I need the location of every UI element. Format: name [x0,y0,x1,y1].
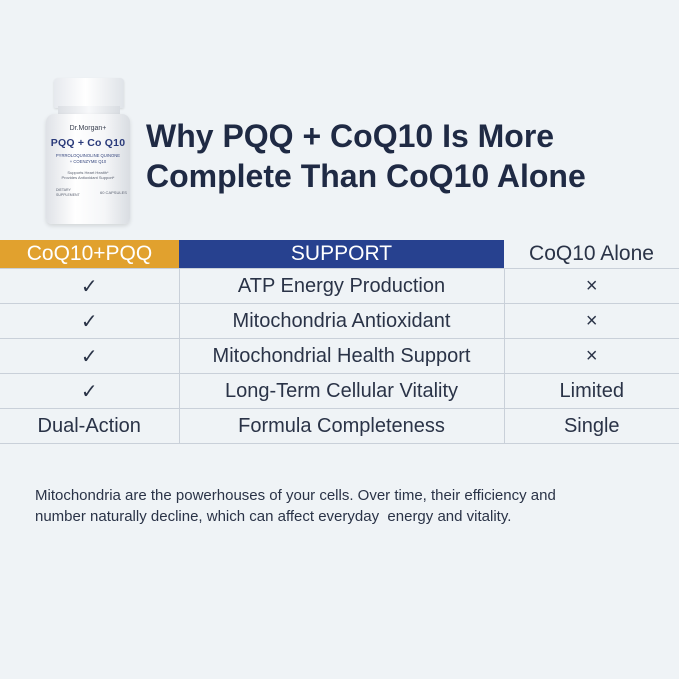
bottle-cap [54,78,124,108]
bottle-count: 60 CAPSULES [100,190,127,195]
table-header-row: CoQ10+PQQ SUPPORT CoQ10 Alone [0,240,679,269]
support-cell: Long-Term Cellular Vitality [178,373,505,409]
footnote-text: Mitochondria are the powerhouses of your… [35,487,556,525]
bottle-brand: Dr.Morgan+ [69,125,107,132]
bottle-subtitle-2: + COENZYME Q10 [69,159,107,164]
alone-cell: × [503,268,679,304]
title-line-1: Why PQQ + CoQ10 Is More [146,118,555,154]
bottle-diet-1: DIETARY [56,188,71,192]
bottle-label [46,114,130,224]
support-cell: Mitochondrial Health Support [178,338,505,374]
title-line-2: Complete Than CoQ10 Alone [146,158,586,194]
table-row: ✓ Mitochondria Antioxidant × [0,303,679,339]
alone-cell: × [503,338,679,374]
header-coq10-alone: CoQ10 Alone [504,240,679,269]
table-row: Dual-Action Formula Completeness Single [0,408,679,444]
support-cell: Mitochondria Antioxidant [178,303,505,339]
support-cell: Formula Completeness [178,408,505,444]
bottle-diet-2: SUPPLEMENT [56,193,80,197]
header-support: SUPPORT [179,240,504,269]
header-coq10-pqq: CoQ10+PQQ [0,240,179,269]
combo-cell: Dual-Action [0,408,180,444]
alone-cell: Limited [503,373,679,409]
combo-cell: ✓ [0,373,180,409]
bottle-claim-2: Provides Antioxidant Support* [61,175,115,180]
combo-cell: ✓ [0,268,180,304]
table-row: ✓ ATP Energy Production × [0,268,679,304]
alone-cell: Single [503,408,679,444]
table-row: ✓ Long-Term Cellular Vitality Limited [0,373,679,409]
combo-cell: ✓ [0,303,180,339]
table-row: ✓ Mitochondrial Health Support × [0,338,679,374]
bottle-subtitle-1: PYRROLOQUINOLINE QUINONE [55,153,121,158]
combo-cell: ✓ [0,338,180,374]
comparison-table: CoQ10+PQQ SUPPORT CoQ10 Alone ✓ ATP Ener… [0,240,679,444]
bottle-neck [58,106,120,116]
bottle-product-name: PQQ + Co Q10 [50,137,126,149]
product-bottle-image: Dr.Morgan+ PQQ + Co Q10 PYRROLOQUINOLINE… [46,78,130,226]
alone-cell: × [503,303,679,339]
page-title: Why PQQ + CoQ10 Is More Complete Than Co… [146,116,666,196]
bottle-claim-1: Supports Heart Health* [67,170,109,175]
support-cell: ATP Energy Production [178,268,505,304]
